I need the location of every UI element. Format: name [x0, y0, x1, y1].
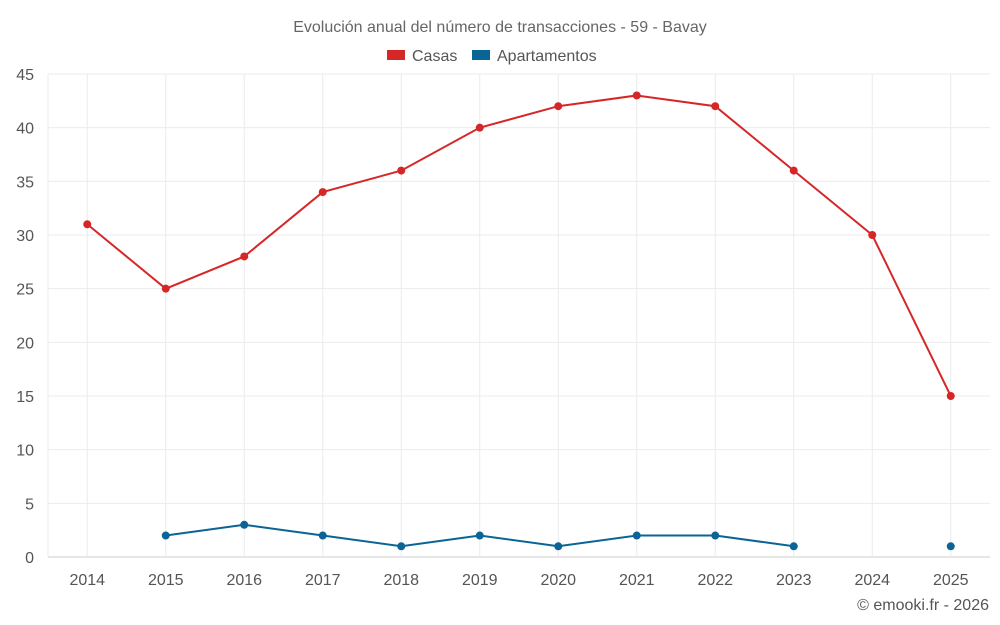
y-tick-label: 25	[16, 282, 34, 299]
y-axis: 0 5 10 15 20 25 30 35 40 45	[16, 67, 34, 567]
x-tick-label: 2016	[226, 572, 262, 589]
data-point-apartamentos-2017[interactable]	[318, 531, 327, 540]
plot-area	[83, 91, 955, 551]
data-point-casas-2023[interactable]	[789, 166, 798, 175]
y-tick-label: 15	[16, 389, 34, 406]
x-tick-label: 2024	[854, 572, 890, 589]
y-tick-label: 35	[16, 174, 34, 191]
x-tick-label: 2022	[697, 572, 733, 589]
data-point-casas-2022[interactable]	[711, 102, 720, 111]
data-point-casas-2016[interactable]	[240, 252, 249, 261]
data-point-casas-2024[interactable]	[868, 231, 877, 239]
data-point-casas-2021[interactable]	[632, 91, 641, 100]
data-point-apartamentos-2019[interactable]	[475, 531, 484, 540]
legend-item-casas[interactable]: Casas	[387, 48, 457, 65]
data-point-casas-2025[interactable]	[946, 392, 955, 400]
series-line-casas	[86, 94, 952, 397]
data-point-apartamentos-2016[interactable]	[240, 520, 249, 529]
x-tick-label: 2018	[383, 572, 419, 589]
y-tick-label: 10	[16, 443, 34, 460]
x-tick-label: 2019	[462, 572, 498, 589]
legend-swatch-apartamentos	[472, 50, 490, 60]
legend-item-apartamentos[interactable]: Apartamentos	[472, 48, 597, 65]
data-point-apartamentos-2025[interactable]	[946, 542, 955, 551]
y-tick-label: 20	[16, 335, 34, 352]
x-tick-label: 2021	[619, 572, 655, 589]
y-tick-label: 0	[25, 550, 34, 567]
x-tick-label: 2017	[305, 572, 341, 589]
legend-label-apartamentos: Apartamentos	[497, 48, 597, 65]
data-point-apartamentos-2018[interactable]	[397, 542, 406, 551]
data-point-apartamentos-2022[interactable]	[711, 531, 720, 540]
data-point-casas-2015[interactable]	[161, 284, 170, 293]
x-tick-label: 2023	[776, 572, 812, 589]
data-point-casas-2017[interactable]	[318, 188, 327, 197]
data-point-apartamentos-2023[interactable]	[789, 542, 798, 551]
data-point-apartamentos-2021[interactable]	[632, 531, 641, 540]
x-tick-label: 2025	[933, 572, 969, 589]
data-point-apartamentos-2020[interactable]	[554, 542, 563, 551]
data-point-apartamentos-2015[interactable]	[161, 531, 170, 540]
data-point-casas-2020[interactable]	[554, 102, 563, 111]
legend: Casas Apartamentos	[387, 48, 597, 65]
data-point-casas-2019[interactable]	[475, 123, 484, 132]
data-point-casas-2014[interactable]	[83, 220, 92, 229]
x-tick-label: 2014	[69, 572, 105, 589]
chart-title: Evolución anual del número de transaccio…	[293, 19, 707, 36]
legend-swatch-casas	[387, 50, 405, 60]
y-tick-label: 45	[16, 67, 34, 84]
y-tick-label: 5	[25, 496, 34, 513]
data-point-casas-2018[interactable]	[397, 166, 406, 175]
y-tick-label: 30	[16, 228, 34, 245]
legend-label-casas: Casas	[412, 48, 457, 65]
y-tick-label: 40	[16, 121, 34, 138]
footer-credit: © emooki.fr - 2026	[857, 597, 989, 614]
x-tick-label: 2015	[148, 572, 184, 589]
x-tick-label: 2020	[540, 572, 576, 589]
x-axis: 2014 2015 2016 2017 2018 2019 2020 2021 2022 2023…	[69, 572, 968, 589]
grid	[47, 73, 990, 558]
